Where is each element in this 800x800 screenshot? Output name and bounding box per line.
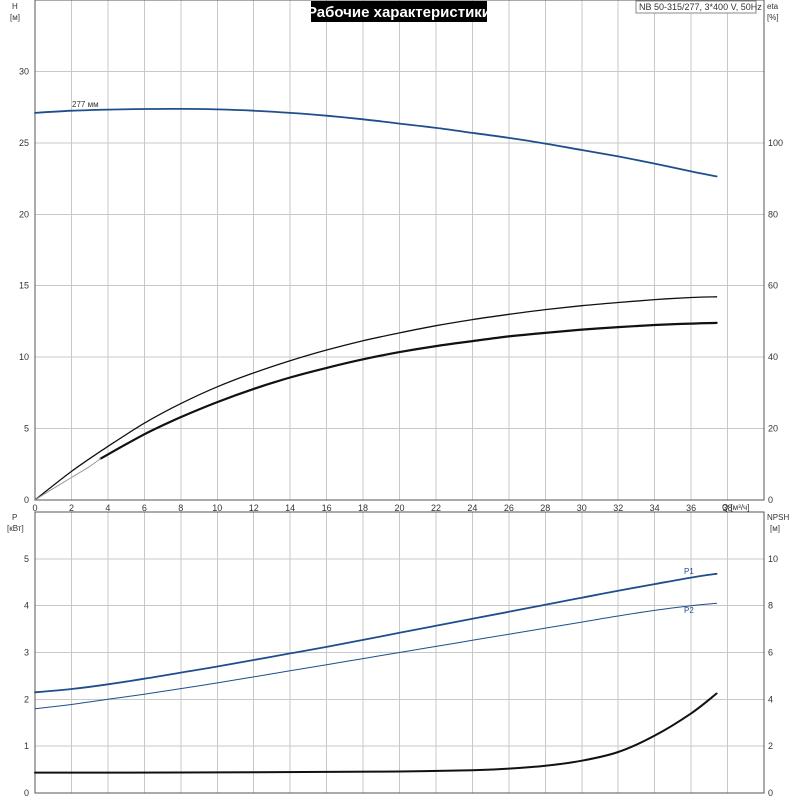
bottom-right-tick-label: 4 — [768, 694, 773, 704]
bottom-right-axis-unit: [м] — [770, 524, 780, 533]
top-x-tick-label: 28 — [540, 503, 550, 513]
top-x-tick-label: 32 — [613, 503, 623, 513]
top-right-tick-label: 20 — [768, 424, 778, 434]
top-x-tick-label: 14 — [285, 503, 295, 513]
series-layer — [34, 107, 718, 774]
top-left-tick-label: 5 — [24, 424, 29, 434]
top-series-0-line — [34, 107, 718, 178]
bottom-right-tick-label: 0 — [768, 788, 773, 798]
top-right-axis-unit: [%] — [767, 13, 779, 22]
top-x-axis-label: Q [м³/ч] — [722, 503, 749, 512]
top-x-tick-label: 20 — [394, 503, 404, 513]
top-right-tick-label: 60 — [768, 281, 778, 291]
top-right-tick-label: 40 — [768, 352, 778, 362]
top-left-tick-label: 0 — [24, 495, 29, 505]
bottom-left-axis-label: P — [12, 513, 17, 522]
bottom-left-tick-label: 2 — [24, 694, 29, 704]
model-label: NB 50-315/277, 3*400 V, 50Hz — [639, 2, 762, 12]
bottom-series-0-line — [34, 572, 718, 694]
top-left-tick-label: 15 — [19, 281, 29, 291]
bottom-right-tick-label: 8 — [768, 601, 773, 611]
top-right-tick-label: 80 — [768, 209, 778, 219]
bottom-left-tick-label: 1 — [24, 741, 29, 751]
top-x-tick-label: 22 — [431, 503, 441, 513]
top-x-tick-label: 18 — [358, 503, 368, 513]
top-series-2-line — [99, 321, 718, 460]
top-x-tick-label: 36 — [686, 503, 696, 513]
bottom-right-tick-label: 10 — [768, 554, 778, 564]
bottom-plot-frame — [34, 511, 765, 794]
chart-title: Рабочие характеристики — [307, 4, 491, 21]
top-left-tick-label: 20 — [19, 209, 29, 219]
frame-layer — [34, 0, 765, 794]
bottom-series-1-line — [34, 602, 718, 710]
top-plot-frame — [34, 0, 765, 501]
bottom-series-2-line — [34, 692, 718, 774]
bottom-left-tick-label: 4 — [24, 601, 29, 611]
bottom-left-tick-label: 3 — [24, 648, 29, 658]
grid-layer — [35, 0, 764, 793]
bottom-right-axis-label: NPSH — [767, 513, 789, 522]
top-x-tick-label: 38 — [723, 503, 733, 513]
top-left-tick-label: 30 — [19, 66, 29, 76]
top-x-tick-label: 8 — [178, 503, 183, 513]
top-x-tick-label: 24 — [467, 503, 477, 513]
top-x-tick-label: 10 — [212, 503, 222, 513]
top-series-3-line — [34, 458, 102, 501]
top-right-tick-label: 0 — [768, 495, 773, 505]
impeller-diameter-label: 277 мм — [72, 100, 99, 109]
top-right-axis-label: eta — [767, 2, 779, 11]
top-x-tick-label: 34 — [650, 503, 660, 513]
p2-label: P2 — [684, 606, 694, 615]
top-left-axis-unit: [м] — [10, 13, 20, 22]
bottom-right-tick-label: 2 — [768, 741, 773, 751]
top-series-1-line — [34, 296, 718, 501]
title-background — [311, 1, 487, 22]
top-x-tick-label: 16 — [322, 503, 332, 513]
bottom-left-tick-label: 0 — [24, 788, 29, 798]
top-x-tick-label: 4 — [105, 503, 110, 513]
top-x-tick-label: 30 — [577, 503, 587, 513]
top-left-tick-label: 10 — [19, 352, 29, 362]
top-x-tick-label: 6 — [142, 503, 147, 513]
top-left-tick-label: 25 — [19, 138, 29, 148]
top-right-tick-label: 100 — [768, 138, 783, 148]
bottom-left-axis-unit: [кВт] — [7, 524, 24, 533]
top-x-tick-label: 12 — [249, 503, 259, 513]
top-x-tick-label: 2 — [69, 503, 74, 513]
p1-label: P1 — [684, 567, 694, 576]
bottom-left-tick-label: 5 — [24, 554, 29, 564]
top-left-axis-label: H — [12, 2, 18, 11]
top-x-tick-label: 26 — [504, 503, 514, 513]
top-x-tick-label: 0 — [32, 503, 37, 513]
model-box — [635, 0, 757, 14]
bottom-right-tick-label: 6 — [768, 648, 773, 658]
